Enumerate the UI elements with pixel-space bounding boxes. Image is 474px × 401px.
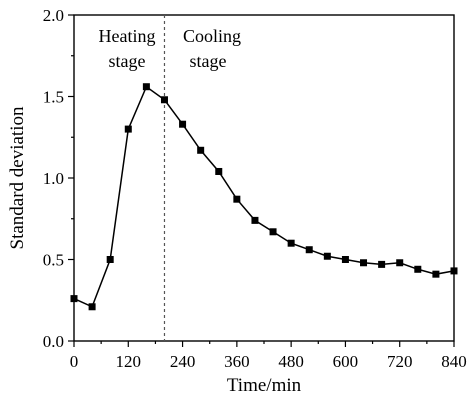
data-line (73, 85, 455, 308)
x-tick-label: 600 (333, 352, 359, 371)
cooling-stage-label-line2: stage (190, 51, 227, 71)
data-point-marker (396, 259, 404, 267)
cooling-stage-label-line1: Cooling (183, 26, 241, 46)
heating-stage-label-line1: Heating (99, 26, 156, 46)
data-point-marker (88, 303, 96, 311)
x-tick-label: 0 (70, 352, 79, 371)
data-point-marker (215, 167, 223, 175)
x-tick-label: 720 (387, 352, 413, 371)
x-axis-title: Time/min (227, 375, 302, 396)
data-point-marker (124, 125, 132, 133)
data-point-marker (70, 295, 78, 303)
x-tick-label: 480 (278, 352, 304, 371)
y-tick-label: 0.0 (43, 332, 64, 351)
x-tick-label: 840 (441, 352, 467, 371)
data-point-marker (450, 267, 458, 275)
data-point-marker (287, 239, 295, 247)
data-point-marker (432, 270, 440, 278)
y-tick-label: 0.5 (43, 251, 64, 270)
data-point-marker (106, 256, 114, 263)
data-point-marker (378, 260, 386, 268)
data-point-marker (360, 259, 368, 267)
data-point-marker (160, 96, 168, 104)
y-tick-label: 1.5 (43, 88, 64, 107)
data-point-marker (269, 228, 277, 236)
data-point-marker (323, 252, 331, 260)
data-point-marker (305, 246, 313, 254)
data-point-marker (251, 216, 259, 224)
heating-stage-label-line2: stage (109, 51, 146, 71)
x-tick-label: 120 (116, 352, 142, 371)
y-tick-label: 2.0 (43, 6, 64, 25)
data-point-marker (142, 83, 150, 91)
x-tick-label: 360 (224, 352, 250, 371)
data-point-marker (197, 146, 205, 154)
x-tick-label: 240 (170, 352, 196, 371)
data-point-marker (341, 256, 349, 263)
y-axis-title: Standard deviation (7, 106, 28, 249)
data-point-marker (233, 195, 241, 203)
data-point-marker (414, 265, 422, 273)
y-tick-label: 1.0 (43, 169, 64, 188)
data-point-marker (179, 120, 187, 128)
